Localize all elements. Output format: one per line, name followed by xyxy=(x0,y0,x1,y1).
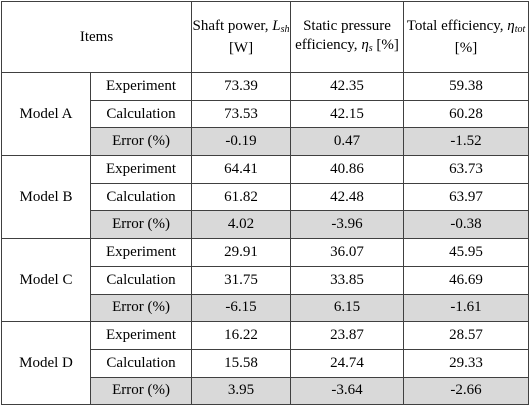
row-label: Calculation xyxy=(89,182,193,212)
value-cell: 36.07 xyxy=(290,238,405,267)
value-cell: 3.95 xyxy=(191,376,292,406)
model-name: Model D xyxy=(1,321,91,406)
value-cell: -3.96 xyxy=(290,210,405,240)
table-row: Model B Experiment 64.41 40.86 63.73 xyxy=(1,155,529,240)
value-cell: 29.33 xyxy=(403,348,529,378)
value-cell: 29.91 xyxy=(191,238,292,267)
value-cell: 28.57 xyxy=(403,321,529,350)
value-cell: -6.15 xyxy=(191,293,292,323)
row-label: Experiment xyxy=(89,321,193,350)
value-cell: -1.61 xyxy=(403,293,529,323)
value-cell: 15.58 xyxy=(191,348,292,378)
table-header: Items Shaft power, Lsh [W] Static pressur… xyxy=(0,1,529,73)
column-header: Static pressure efficiency, ηs [%] xyxy=(290,1,405,73)
row-label: Error (%) xyxy=(89,293,193,323)
header-row: Items Shaft power, Lsh [W] Static pressur… xyxy=(0,1,529,73)
table-row: Calculation 15.58 24.74 29.33 xyxy=(2,348,529,378)
column-header: Total efficiency, ηtot [%] xyxy=(403,1,529,73)
value-cell: 45.95 xyxy=(403,238,529,267)
value-cell: 61.82 xyxy=(191,182,292,212)
column-title: Total efficiency, xyxy=(406,17,504,34)
items-header: Items xyxy=(0,1,193,73)
value-cell: 60.28 xyxy=(403,99,529,129)
table-row: Model D Experiment 16.22 23.87 28.57 xyxy=(1,321,529,406)
value-cell: 42.35 xyxy=(290,72,405,101)
column-title: Shaft power, xyxy=(192,17,269,34)
table-row: Error (%) 3.95 -3.64 -2.66 xyxy=(2,376,529,406)
table-row: Error (%) -0.19 0.47 -1.52 xyxy=(2,127,529,157)
value-cell: -0.38 xyxy=(403,210,529,240)
column-header: Shaft power, Lsh [W] xyxy=(191,1,292,73)
value-cell: 6.15 xyxy=(290,293,405,323)
value-cell: 0.47 xyxy=(290,127,405,157)
row-label: Error (%) xyxy=(89,127,193,157)
value-cell: 59.38 xyxy=(403,72,529,101)
row-label: Experiment xyxy=(89,72,193,101)
value-cell: 63.73 xyxy=(403,155,529,184)
value-cell: 33.85 xyxy=(290,265,405,295)
value-cell: 42.15 xyxy=(290,99,405,129)
value-cell: 63.97 xyxy=(403,182,529,212)
value-cell: 4.02 xyxy=(191,210,292,240)
table-row: Error (%) 4.02 -3.96 -0.38 xyxy=(2,210,529,240)
column-title: Static pressure efficiency, xyxy=(295,17,391,53)
column-subscript: tot xyxy=(514,23,526,35)
value-cell: 23.87 xyxy=(290,321,405,350)
value-cell: -1.52 xyxy=(403,127,529,157)
value-cell: -3.64 xyxy=(290,376,405,406)
value-cell: 46.69 xyxy=(403,265,529,295)
model-name: Model C xyxy=(1,238,91,323)
value-cell: 73.39 xyxy=(191,72,292,101)
value-cell: 16.22 xyxy=(191,321,292,350)
column-unit: [%] xyxy=(376,36,399,53)
column-subscript: sh xyxy=(280,23,290,35)
model-name: Model A xyxy=(1,71,91,157)
row-label: Calculation xyxy=(89,265,193,295)
row-label: Experiment xyxy=(89,155,193,184)
column-symbol: η xyxy=(361,36,369,53)
value-cell: -0.19 xyxy=(191,127,292,157)
value-cell: 42.48 xyxy=(290,182,405,212)
value-cell: 73.53 xyxy=(191,99,292,129)
row-label: Calculation xyxy=(89,348,193,378)
value-cell: 40.86 xyxy=(290,155,405,184)
row-label: Error (%) xyxy=(89,376,193,406)
column-symbol: L xyxy=(272,17,281,34)
table-row: Calculation 73.53 42.15 60.28 xyxy=(2,99,529,129)
model-name: Model B xyxy=(1,155,91,240)
value-cell: 64.41 xyxy=(191,155,292,184)
table-row: Error (%) -6.15 6.15 -1.61 xyxy=(2,293,529,323)
row-label: Calculation xyxy=(89,99,193,129)
value-cell: 24.74 xyxy=(290,348,405,378)
table-row: Model C Experiment 29.91 36.07 45.95 xyxy=(1,238,529,323)
table-body: Model A Experiment 73.39 42.35 59.38 Calculat… xyxy=(1,71,529,406)
column-symbol: η xyxy=(507,17,515,34)
value-cell: 31.75 xyxy=(191,265,292,295)
table-row: Model A Experiment 73.39 42.35 59.38 xyxy=(1,71,529,157)
column-unit: [%] xyxy=(454,39,478,56)
column-subscript: s xyxy=(368,42,373,54)
row-label: Error (%) xyxy=(89,210,193,240)
row-label: Experiment xyxy=(89,238,193,267)
value-cell: -2.66 xyxy=(403,376,529,406)
column-unit: [W] xyxy=(228,39,254,56)
